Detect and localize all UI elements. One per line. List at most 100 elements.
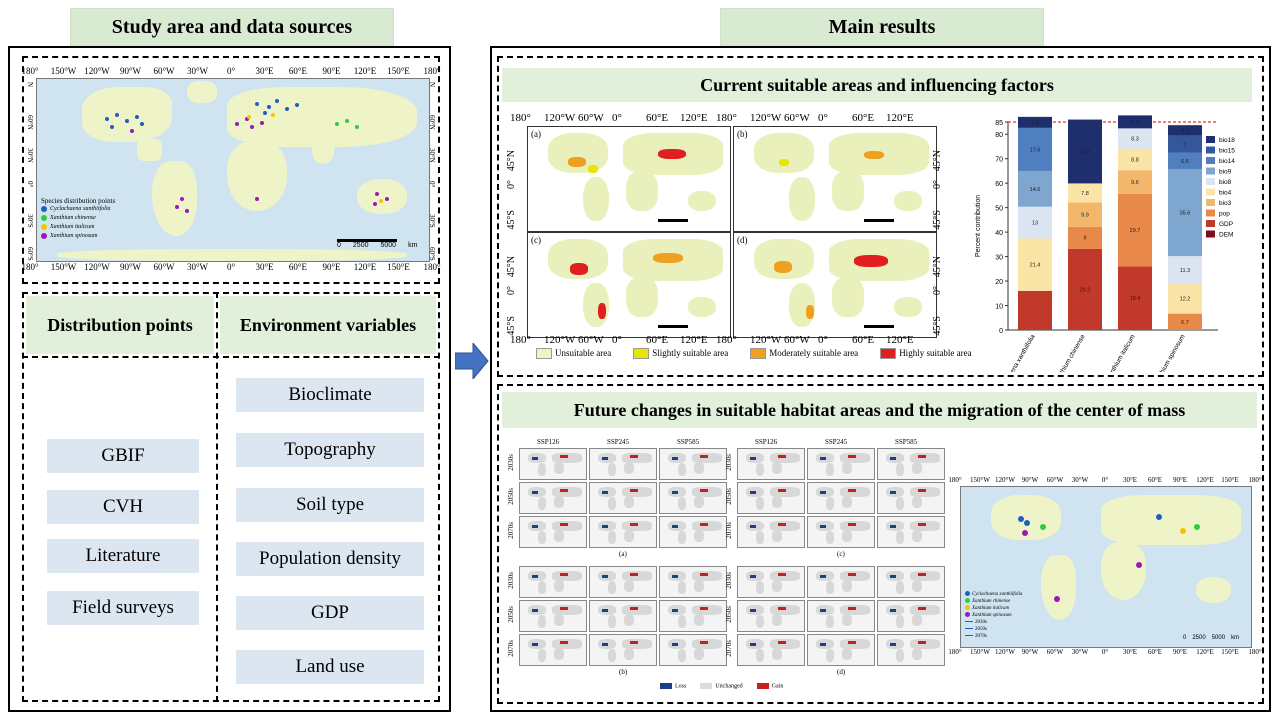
scenario-label: SSP585 [895,438,918,446]
cent-scale-0: 0 [1183,635,1187,641]
study-bottom-tick-6: 0° [226,262,236,272]
cent-bottom-tick-2: 120°W [995,648,1015,656]
centroid-bottom-ticks: 180° 150°W 120°W 90°W 60°W 30°W 0° 30°E 60°E 90°E… [948,648,1261,658]
bar-segment [1168,313,1202,330]
bar-data-label: 13 [1032,221,1038,227]
bar-segment [1068,226,1102,249]
cent-top-tick-11: 150°E [1221,476,1239,484]
decade-label: 2050s [725,488,733,505]
decade-label: 2070s [507,640,515,657]
cur-top-left-tick-1: 120°W [544,112,576,124]
decade-label: 2050s [725,606,733,623]
future-mini-map [589,516,657,548]
env-soil-type: Soil type [236,488,424,522]
study-map-scale: 0 2500 5000 km [337,239,417,249]
cent-legend-dot-icon [965,598,970,604]
legend-label: bio18 [1219,137,1235,144]
cent-scale-2: 5000 [1211,635,1226,641]
future-mini-map [737,634,805,666]
current-legend-label: Moderately suitable area [769,348,859,358]
bar-segment [1018,127,1052,171]
study-top-tick-6: 0° [226,66,236,76]
bar-segment [1168,135,1202,153]
legend-swatch [1206,220,1215,227]
cur-bottom-right-tick-4: 60°E [852,334,875,346]
study-top-tick-5: 30°W [186,66,209,76]
study-map-box [22,56,440,284]
study-top-tick-10: 120°E [353,66,377,76]
legend-label: GDP [1219,221,1233,228]
y-axis-label: Percent contribution [975,195,982,257]
future-mini-map [659,566,727,598]
y-tick-label: 50 [995,206,1003,213]
bar-data-label: 4.3 [1181,128,1189,134]
bar-segment [1168,168,1202,257]
centroid-legend-label: Xanthium spinosum [972,613,1012,618]
bar-segment [1118,193,1152,267]
scenario-label: SSP245 [825,438,848,446]
panel-label: (c) [531,235,541,245]
legend-swatch-icon [750,348,767,360]
study-legend-label: Xanthium spinosum [50,233,98,239]
legend-dot-icon [41,214,47,221]
study-bottom-tick-1: 150°W [50,262,77,272]
study-legend-item: Xanthium chinense [41,214,151,223]
cent-top-tick-7: 30°E [1122,476,1138,484]
future-mini-map [807,600,875,632]
cur-top-left-tick-5: 120°E [680,112,708,124]
legend-dot-icon [41,232,47,239]
cur-bottom-left-tick-2: 60°W [578,334,604,346]
centroid-top-ticks: 180° 150°W 120°W 90°W 60°W 30°W 0° 30°E 60°E 90°E… [948,476,1261,486]
cent-bottom-tick-5: 30°W [1071,648,1089,656]
cent-top-tick-8: 60°E [1147,476,1163,484]
centroid-legend-item: Xanthium chinense [965,598,1045,605]
bar-segment [1168,125,1202,136]
cent-bottom-tick-4: 60°W [1046,648,1064,656]
legend-swatch [1206,209,1215,217]
future-mini-map [589,482,657,514]
future-mini-map [807,634,875,666]
environment-header: Environment variables [220,296,436,354]
future-mini-map [519,634,587,666]
bar-data-label: 14.6 [1030,187,1041,193]
env-topography: Topography [236,433,424,467]
study-bottom-tick-11: 150°E [387,262,410,272]
cent-top-tick-4: 60°W [1046,476,1064,484]
study-top-tick-9: 90°E [322,66,341,76]
cent-scale-unit: km [1231,635,1240,641]
lat-left-0: N [26,82,34,88]
cur-top-right-tick-5: 120°E [886,112,914,124]
cent-bottom-tick-7: 30°E [1122,648,1138,656]
legend-label: bio14 [1219,158,1235,165]
cent-top-tick-2: 120°W [995,476,1015,484]
legend-swatch [1206,178,1215,185]
source-cvh: CVH [47,490,199,524]
cur-top-right-tick-0: 180° [716,112,737,124]
study-map: Species distribution points Cyclachaena … [36,78,430,262]
category-label: Xanthium chinense [1053,333,1087,372]
future-mini-map [737,600,805,632]
cent-top-tick-10: 120°E [1196,476,1214,484]
cur-bottom-right-tick-5: 120°E [886,334,914,346]
future-mini-map [877,600,945,632]
category-label: Xanthium italicum [1105,334,1137,373]
study-top-tick-12: 180° [423,66,441,76]
future-mini-map [877,448,945,480]
lat-right-3: 0° [428,181,436,188]
cent-bottom-tick-8: 60°E [1147,648,1163,656]
land-eurasia [227,87,417,147]
cur-lat-tick: 45°S [932,210,943,230]
future-legend-item: Unchanged [700,683,743,693]
panel-label: (b) [737,129,748,139]
centroid-legend: Cyclachaena xanthiifolia Xanthium chinens… [965,591,1045,640]
land-central-america [137,139,162,161]
sources-box [22,292,440,702]
lat-left-5: 60°S [26,247,34,261]
future-mini-map [737,566,805,598]
bar-data-label: 5.3 [1131,120,1139,126]
scale-label-2: 5000 [380,242,397,249]
flow-arrow-icon [455,343,489,379]
cent-land-sa [1041,555,1076,620]
y-tick-label: 0 [999,328,1003,335]
current-legend-item: Slightly suitable area [633,348,728,362]
